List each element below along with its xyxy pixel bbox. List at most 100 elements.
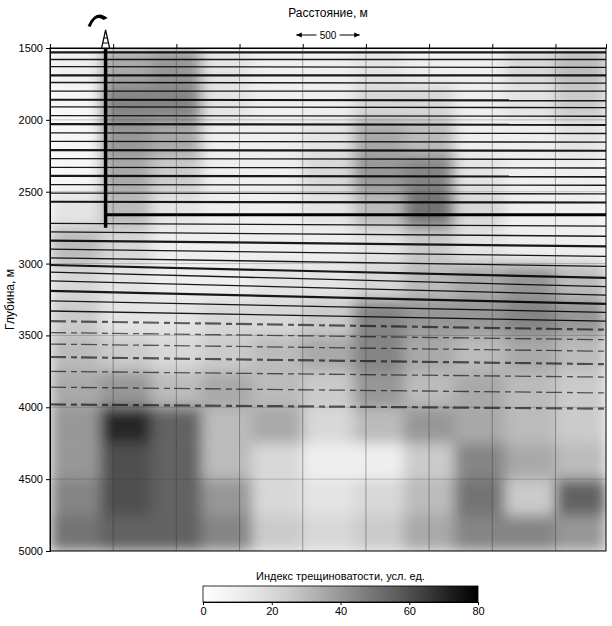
heat-cell [555,335,606,372]
heat-cell [555,479,606,516]
colorbar-tick-label: 80 [472,605,484,617]
reflector [50,301,606,312]
reflector [50,90,606,91]
y-tick-mark [46,335,50,336]
reflector [50,201,606,204]
scale-bar-right [340,35,360,36]
reflector [50,141,606,143]
heat-cell [252,479,303,516]
reflector [50,158,606,160]
grid-line-x [239,48,240,551]
heat-cell [353,48,404,85]
heat-cell [505,84,556,121]
y-tick-label: 1500 [19,42,43,54]
heat-cell [101,335,152,372]
reflector [50,99,606,102]
x-tick [429,44,430,48]
x-tick [303,44,304,48]
grid-line-x [365,48,366,551]
scale-bar-label: 500 [320,30,337,41]
heat-cell [303,156,354,193]
y-tick-mark [46,479,50,480]
heat-cell [50,300,101,337]
heat-cell [454,264,505,301]
heat-cell [454,443,505,480]
heat-cell [252,443,303,480]
heat-cell [252,48,303,85]
heat-cell [50,335,101,372]
y-tick-label: 5000 [19,545,43,557]
heat-cell [454,407,505,444]
heat-cell [555,515,606,551]
heat-cell [555,84,606,121]
heat-cell [353,479,404,516]
x-tick-mark [240,44,241,48]
reflector [50,291,606,304]
reflector [50,311,606,321]
colorbar-tick: 20 [266,602,278,617]
plot-background [50,48,606,551]
x-tick-mark [555,44,556,48]
colorbar-axis: 020406080 [200,602,484,617]
heat-cell [202,335,253,372]
x-tick [113,44,114,48]
reflector [50,106,606,108]
reflector [50,115,606,117]
y-tick-label: 3500 [19,329,43,341]
y-tick: 2000 [19,114,50,126]
plot-frame [50,48,606,551]
grid-line-x [429,48,430,551]
reflector [50,333,606,340]
y-tick-mark [46,192,50,193]
x-tick-mark [366,44,367,48]
chart-svg: 15002000250030003500400045005000Расстоян… [0,0,612,626]
heat-cell [101,192,152,229]
y-tick: 1500 [19,42,50,54]
heat-cell [202,84,253,121]
reflector [50,404,606,408]
heat-cell [50,443,101,480]
x-tick-mark [492,44,493,48]
heat-cell [252,515,303,551]
heat-cell [505,479,556,516]
colorbar-tick-label: 20 [266,605,278,617]
heat-cell [454,156,505,193]
target-horizon [106,213,606,216]
grid [50,48,606,551]
x-tick [240,44,241,48]
heat-cell [252,156,303,193]
x-tick [555,44,556,48]
heat-cell [353,443,404,480]
reflector [50,272,606,286]
grid-line-x [176,48,177,551]
x-tick [366,44,367,48]
heat-cell [353,192,404,229]
heat-cell [202,443,253,480]
colorbar-tick: 80 [472,602,484,617]
y-axis-line [46,49,51,552]
heat-cell [303,228,354,265]
reflector [50,357,606,364]
heat-cell [454,84,505,121]
y-axis: 15002000250030003500400045005000 [19,42,51,557]
y-tick-mark [46,264,50,265]
heat-cell [505,48,556,85]
heat-cell [101,515,152,551]
heat-cell [555,48,606,85]
x-axis-line [51,44,607,49]
grid-line-y [50,335,606,336]
reflector [50,193,606,195]
heat-cell [252,335,303,372]
colorbar-tick-label: 60 [404,605,416,617]
heat-cell [303,515,354,551]
heat-cell [202,407,253,444]
heat-cell [353,371,404,408]
y-tick-mark [46,407,50,408]
heat-cell [303,84,354,121]
heat-cell [50,515,101,551]
y-tick-mark [46,551,50,552]
y-tick: 4500 [19,473,50,485]
heat-cell [505,264,556,301]
y-tick: 4000 [19,401,50,413]
y-tick: 2500 [19,186,50,198]
